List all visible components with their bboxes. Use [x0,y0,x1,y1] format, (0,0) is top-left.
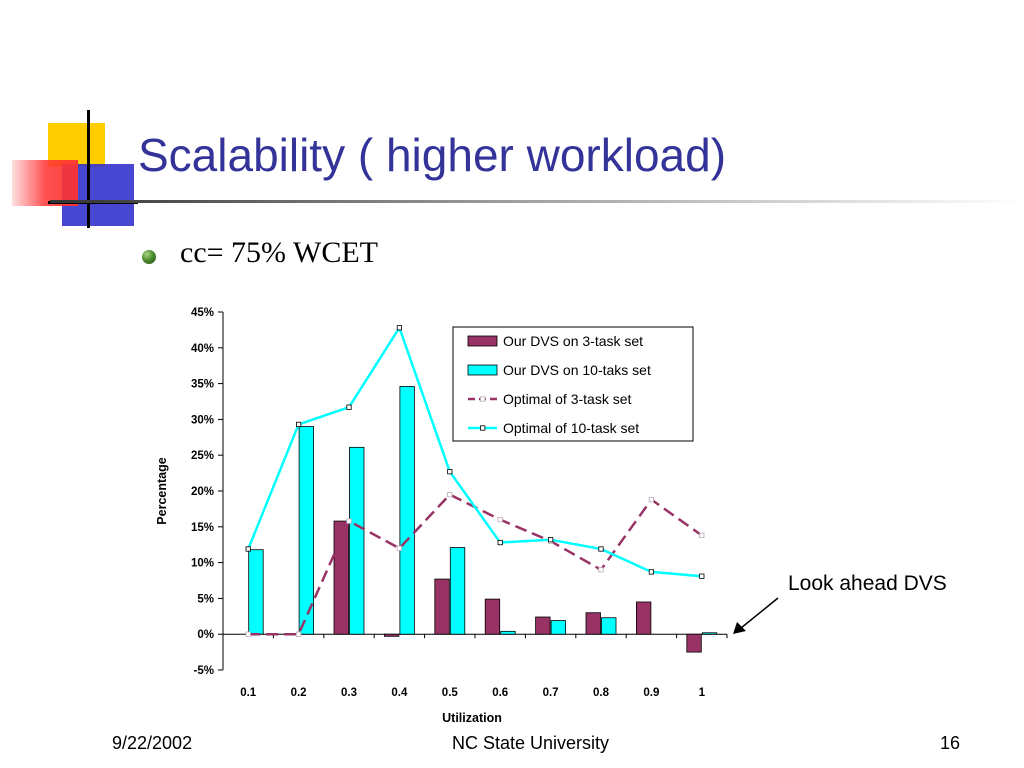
data-point-marker [447,491,453,498]
y-tick-label: 35% [191,379,214,391]
bar-10-task [298,426,315,635]
bar-10-task [449,547,466,635]
data-point-marker [346,404,352,410]
data-point-marker [346,518,352,524]
x-tick-label: 0.9 [643,687,659,699]
legend-marker [480,425,486,431]
data-point-marker [447,469,453,475]
bullet-icon [142,250,156,264]
bar-3-task [434,578,450,635]
bar-3-task [383,633,400,637]
bar-3-task [333,520,349,635]
series-line-optimal-10-task [247,326,702,578]
y-tick-label: 20% [191,486,214,498]
bar-10-task [248,549,264,635]
x-axis-title: Utilization [442,711,502,725]
legend-swatch [467,335,498,347]
data-point-marker [245,631,251,637]
legend-label: Our DVS on 10-taks set [503,362,651,378]
y-tick-label: 30% [191,414,214,426]
x-tick-label: 0.4 [391,687,408,699]
slide-logo [12,110,138,228]
data-point-marker [598,546,604,552]
data-point-marker [497,539,503,546]
x-tick-label: 0.2 [291,687,307,699]
look-ahead-annotation: Look ahead DVS [788,572,947,595]
legend-label: Our DVS on 3-task set [503,333,643,349]
title-divider [50,200,1024,203]
data-point-marker [598,567,604,573]
data-point-marker [245,546,251,552]
slide-title: Scalability ( higher workload) [138,129,727,181]
data-point-marker [699,573,705,579]
data-point-marker [295,421,302,428]
y-axis-title: Percentage [155,457,169,524]
data-point-marker [648,569,655,575]
bar-10-task [601,617,617,635]
footer-institution: NC State University [452,733,610,753]
data-point-marker [648,496,655,503]
legend-label: Optimal of 3-task set [503,391,631,407]
y-tick-label: 40% [191,343,214,355]
data-point-marker [497,517,503,523]
bar-3-task [635,601,652,635]
y-tick-label: 5% [197,593,214,605]
legend-swatch [467,364,498,376]
x-tick-label: 0.8 [593,687,610,699]
data-point-marker [396,325,403,331]
data-point-marker [547,537,554,543]
y-tick-label: 10% [191,558,214,570]
x-tick-label: 0.5 [442,687,459,699]
legend-marker [480,396,486,402]
x-tick-label: 0.3 [341,687,357,699]
bar-3-task [535,616,551,635]
x-tick-label: 1 [699,687,706,699]
data-point-marker [396,545,403,551]
footer-page-number: 16 [940,733,961,753]
y-tick-label: -5% [194,665,214,677]
data-point-marker [295,631,302,637]
bar-10-task [349,446,365,635]
bar-10-task [500,630,516,635]
utilization-chart: -5% 0% 5% 10% 15% 20% 25% 30% 35% 40% 45% 0.1 0.2 0.3… [155,307,728,725]
y-tick-label: 0% [197,629,214,641]
y-tick-label: 45% [191,307,214,319]
y-tick-label: 15% [191,522,214,534]
bar-3-task [484,598,501,635]
bullet-text: cc= 75% WCET [180,236,378,269]
bar-10-task [399,386,415,635]
bar-3-task [686,633,702,653]
x-tick-label: 0.7 [543,687,559,699]
y-tick-label: 25% [191,450,214,462]
footer-date: 9/22/2002 [112,733,193,753]
x-tick-label: 0.1 [240,687,257,699]
data-point-marker [699,532,705,538]
bar-10-task [701,632,718,635]
x-tick-label: 0.6 [492,687,508,699]
bar-3-task [585,612,601,635]
legend-label: Optimal of 10-task set [503,420,639,436]
bar-10-task [550,620,567,635]
